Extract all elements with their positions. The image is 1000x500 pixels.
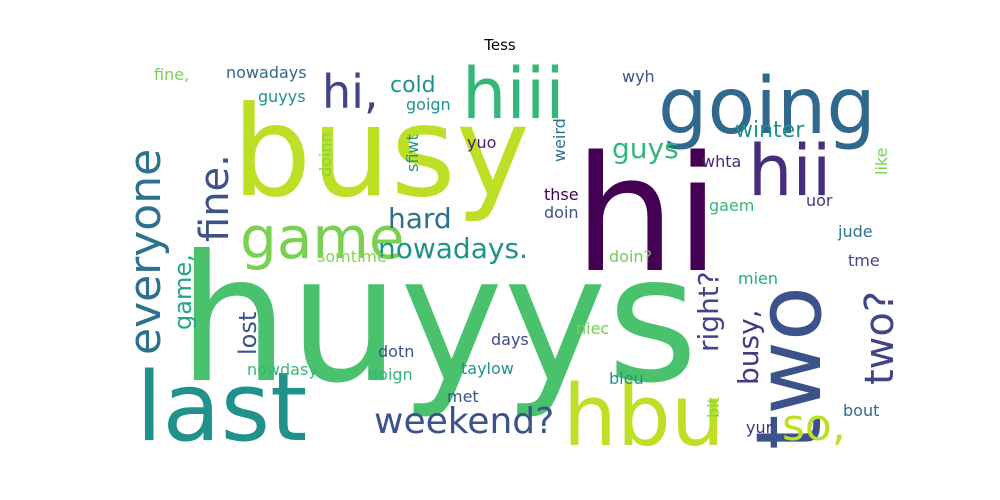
word-guys-18: guys [612,132,679,165]
word-hiii-7: hiii [462,53,565,135]
word-lost-22: lost [234,312,262,355]
word-uor-39: uor [806,191,833,210]
word-yur-55: yur [746,418,773,437]
word-like-35: like [872,148,891,175]
word-hard-17: hard [388,202,452,235]
word-bout-54: bout [843,401,879,420]
word-nowdasy-48: nowdasy [247,360,318,379]
word-thse-36: thse [544,185,579,204]
word-niec-46: niec [576,319,609,338]
word-busy-20: busy, [732,309,765,385]
word-weird-33: weird [550,118,569,162]
word-cold-24: cold [390,73,436,98]
word-hi-12: hi, [322,65,379,119]
word-wyh-29: wyh [622,67,655,86]
word-game-9: game [240,204,405,272]
word-met-51: met [447,387,479,406]
word-tme-43: tme [848,251,880,270]
word-whta-34: whta [702,152,741,171]
word-guyys-27: guyys [258,87,306,106]
word-nowadays-16: nowadays. [378,232,528,265]
word-days-45: days [491,330,529,349]
word-jude-40: jude [837,222,873,241]
word-taylow-50: taylow [461,359,514,378]
chart-title: Tess [484,36,516,54]
word-hii-8: hii [748,130,831,212]
word-doin-37: doin [544,203,579,222]
word-huyys-0: huyys [178,219,698,422]
word-nowadays-26: nowadays [226,63,307,82]
word-hi-1: hi [574,121,720,308]
word-doinn-31: doinn [316,132,335,177]
word-goign-28: goign [406,95,451,114]
word-two-14: two? [857,291,903,385]
word-game-21: game, [169,254,197,330]
word-yuo-30: yuo [467,133,496,152]
word-fine-11: fine. [192,154,238,242]
word-mien-44: mien [738,269,778,288]
word-doin-42: doin? [609,247,652,266]
word-fine-25: fine, [154,65,189,84]
word-doign-49: doign [368,365,413,384]
word-winter-23: winter [735,118,805,143]
word-two-5: two [737,286,842,450]
word-bit-53: bit [704,397,723,418]
word-busy-2: busy [232,80,530,225]
word-somtime-41: somtime [317,247,387,266]
word-hbu-4: hbu [563,367,725,466]
word-weekend-15: weekend? [374,401,554,442]
word-everyone-10: everyone [120,149,171,355]
word-last-3: last [136,353,307,463]
word-sfiwt-32: sfiwt [403,134,422,172]
word-right-19: right? [692,271,725,352]
word-bleu-52: bleu [609,369,644,388]
word-gaem-38: gaem [709,196,754,215]
word-going-6: going [658,62,876,152]
word-dotn-47: dotn [378,342,414,361]
word-so-13: so, [782,400,846,451]
